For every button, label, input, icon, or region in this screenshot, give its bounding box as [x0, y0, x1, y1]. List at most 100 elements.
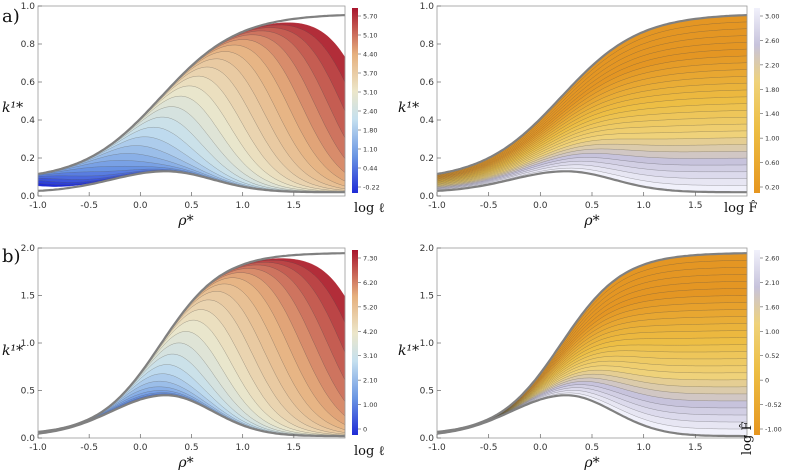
colorbar-tick-label: 3.00 [765, 13, 779, 21]
x-tick-label: 0.0 [133, 443, 148, 453]
colorbar-ticks: 3.00 2.60 2.20 1.80 1.40 1.00 0.60 0.20 [760, 13, 779, 192]
y-tick-label: 0.0 [420, 434, 435, 444]
x-axis-label: ρ* [583, 213, 599, 229]
x-tick-label: -1.0 [29, 201, 47, 211]
boundary-top [436, 252, 747, 433]
colorbar-label: log F̂ [739, 422, 755, 455]
x-tick-label: 1.5 [688, 201, 702, 211]
contour-lines [37, 252, 346, 438]
contour-line [436, 123, 747, 185]
colorbar-tick-label: 4.40 [363, 51, 377, 59]
contour-line [436, 110, 748, 184]
colorbar-tick-label: 2.10 [765, 279, 779, 287]
x-axis-label: ρ* [177, 213, 193, 229]
boundary-top [37, 14, 346, 176]
colorbar-tick-label: 1.60 [765, 303, 779, 311]
y-tick-label: 0.8 [21, 40, 36, 50]
contour-lines [37, 14, 346, 194]
contour-line [436, 96, 748, 183]
contour-line [436, 116, 748, 184]
colorbar [754, 250, 760, 435]
x-tick-label: -1.0 [428, 443, 446, 453]
y-tick-label: 0.6 [21, 78, 36, 88]
x-tick-label: -0.5 [480, 201, 498, 211]
x-tick-label: -0.5 [80, 201, 98, 211]
y-tick-label: 0.0 [420, 192, 435, 202]
y-axis-label: k¹* [398, 343, 419, 359]
colorbar-tick-label: 0 [765, 377, 769, 385]
colorbar-label: log ℓ [354, 201, 385, 216]
colorbar-label: log ℓ [354, 444, 385, 459]
contour-line [436, 82, 747, 181]
colorbar-tick-label: 5.10 [363, 32, 377, 40]
colorbar-tick-label: 3.10 [363, 352, 377, 360]
y-tick-label: 1.0 [21, 339, 36, 349]
panel-label-a: a) [2, 6, 20, 27]
boundary-top [37, 252, 345, 433]
x-tick-label: 0.5 [585, 443, 599, 453]
contour-line [436, 103, 748, 183]
colorbar [754, 8, 760, 193]
contour-line [436, 89, 747, 182]
y-tick-label: 0.4 [21, 116, 36, 126]
contour-line [436, 137, 747, 186]
y-tick-label: 2.0 [420, 244, 435, 254]
y-tick-label: 1.0 [420, 2, 435, 12]
x-tick-label: 1.5 [287, 201, 301, 211]
axes: -1.0 -0.5 0.0 0.5 1.0 1.5 0.0 0.5 1.0 1.5 2.0 [420, 244, 703, 453]
x-tick-label: 0.5 [585, 201, 599, 211]
contour-line [436, 69, 747, 180]
x-axis-label: ρ* [177, 455, 193, 471]
boundary-bottom [436, 170, 747, 194]
colorbar-tick-label: 3.10 [363, 89, 377, 97]
contour-line [436, 164, 747, 190]
x-tick-label: 1.0 [637, 443, 652, 453]
y-tick-label: 1.0 [21, 2, 36, 12]
chart-panel-2: -1.0 -0.5 0.0 0.5 1.0 1.5 0.0 0.2 0.4 0.6 0.8 1.0 3… [398, 2, 779, 229]
colorbar-tick-label: -0.52 [765, 401, 782, 409]
y-axis-label: k¹* [398, 100, 419, 116]
contour-lines [436, 14, 748, 194]
contour-line [436, 35, 748, 177]
colorbar-tick-label: 1.40 [765, 110, 779, 118]
x-axis-label: ρ* [583, 455, 599, 471]
axes: -1.0 -0.5 0.0 0.5 1.0 1.5 0.0 0.2 0.4 0.6 0.8 1.0 [420, 2, 703, 211]
colorbar-tick-label: 2.10 [363, 377, 377, 385]
x-tick-label: 0.0 [533, 443, 548, 453]
x-tick-label: 1.0 [637, 201, 652, 211]
colorbar [352, 8, 358, 193]
y-axis-label: k¹* [2, 343, 23, 359]
y-tick-label: 1.0 [420, 339, 435, 349]
y-tick-label: 0.5 [21, 387, 35, 397]
y-tick-label: 1.5 [21, 292, 35, 302]
contour-line [436, 55, 748, 179]
y-tick-label: 0.2 [420, 154, 434, 164]
y-tick-label: 0.2 [21, 154, 35, 164]
x-tick-label: 1.0 [236, 201, 251, 211]
y-tick-label: 0.8 [420, 40, 435, 50]
colorbar-tick-label: 2.60 [765, 255, 779, 263]
x-tick-label: -1.0 [428, 201, 446, 211]
contour-line [436, 28, 748, 176]
colorbar [352, 250, 358, 435]
colorbar-tick-label: 0.44 [363, 165, 377, 173]
colorbar-tick-label: 3.70 [363, 70, 377, 78]
y-axis-label: k¹* [2, 100, 23, 116]
y-tick-label: 0.6 [420, 78, 435, 88]
colorbar-ticks: 2.60 2.10 1.60 1.00 0.52 0 -0.52 -1.00 [760, 255, 782, 434]
colorbar-tick-label: 5.20 [363, 303, 377, 311]
colorbar-tick-label: 1.00 [765, 135, 779, 143]
chart-panel-4: -1.0 -0.5 0.0 0.5 1.0 1.5 0.0 0.5 1.0 1.5 2.0 2.60… [398, 244, 782, 471]
axes: -1.0 -0.5 0.0 0.5 1.0 1.5 0.0 0.2 0.4 0.6 0.8 1.0 [21, 2, 301, 211]
colorbar-tick-label: 2.60 [765, 37, 779, 45]
colorbar-tick-label: 7.30 [363, 255, 377, 263]
colorbar-label: log F̂ [724, 200, 757, 216]
colorbar-tick-label: 6.20 [363, 279, 377, 287]
colorbar-tick-label: 2.40 [363, 108, 377, 116]
contour-fill [436, 253, 748, 437]
panel-label-b: b) [2, 246, 21, 267]
y-tick-label: 0.0 [21, 434, 36, 444]
chart-panel-1: -1.0 -0.5 0.0 0.5 1.0 1.5 0.0 0.2 0.4 0.6 0.8 1.0 5… [2, 2, 385, 229]
contour-line [436, 153, 747, 188]
